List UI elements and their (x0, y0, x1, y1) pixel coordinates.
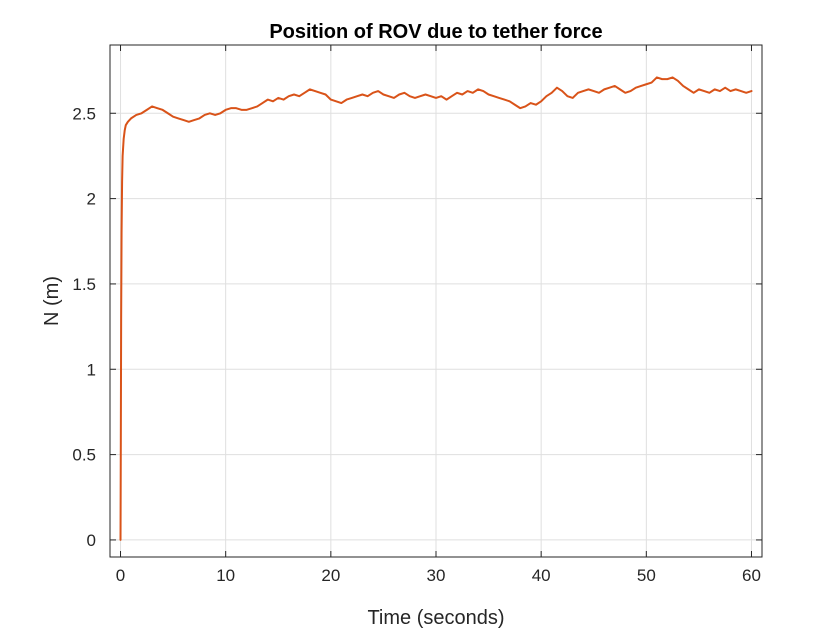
series-line (119, 76, 753, 541)
series-layer (119, 76, 753, 541)
x-tick-label: 50 (637, 566, 656, 585)
tick-marks (110, 45, 762, 557)
x-axis-label: Time (seconds) (367, 607, 504, 629)
y-tick-label: 2 (87, 190, 96, 209)
y-tick-label: 1.5 (72, 275, 96, 294)
y-tick-label: 0 (87, 531, 96, 550)
y-axis-label: N (m) (41, 276, 63, 326)
y-tick-label: 1 (87, 360, 96, 379)
x-tick-label: 10 (216, 566, 235, 585)
x-tick-labels: 0 10 20 30 40 50 60 (116, 566, 761, 585)
grid-lines (110, 45, 762, 557)
chart-title: Position of ROV due to tether force (269, 21, 602, 43)
y-tick-labels: 0 0.5 1 1.5 2 2.5 (72, 104, 96, 550)
y-tick-label: 2.5 (72, 104, 96, 123)
x-tick-label: 40 (532, 566, 551, 585)
x-tick-label: 30 (427, 566, 446, 585)
x-tick-label: 0 (116, 566, 125, 585)
x-tick-label: 60 (742, 566, 761, 585)
x-tick-label: 20 (321, 566, 340, 585)
y-tick-label: 0.5 (72, 446, 96, 465)
